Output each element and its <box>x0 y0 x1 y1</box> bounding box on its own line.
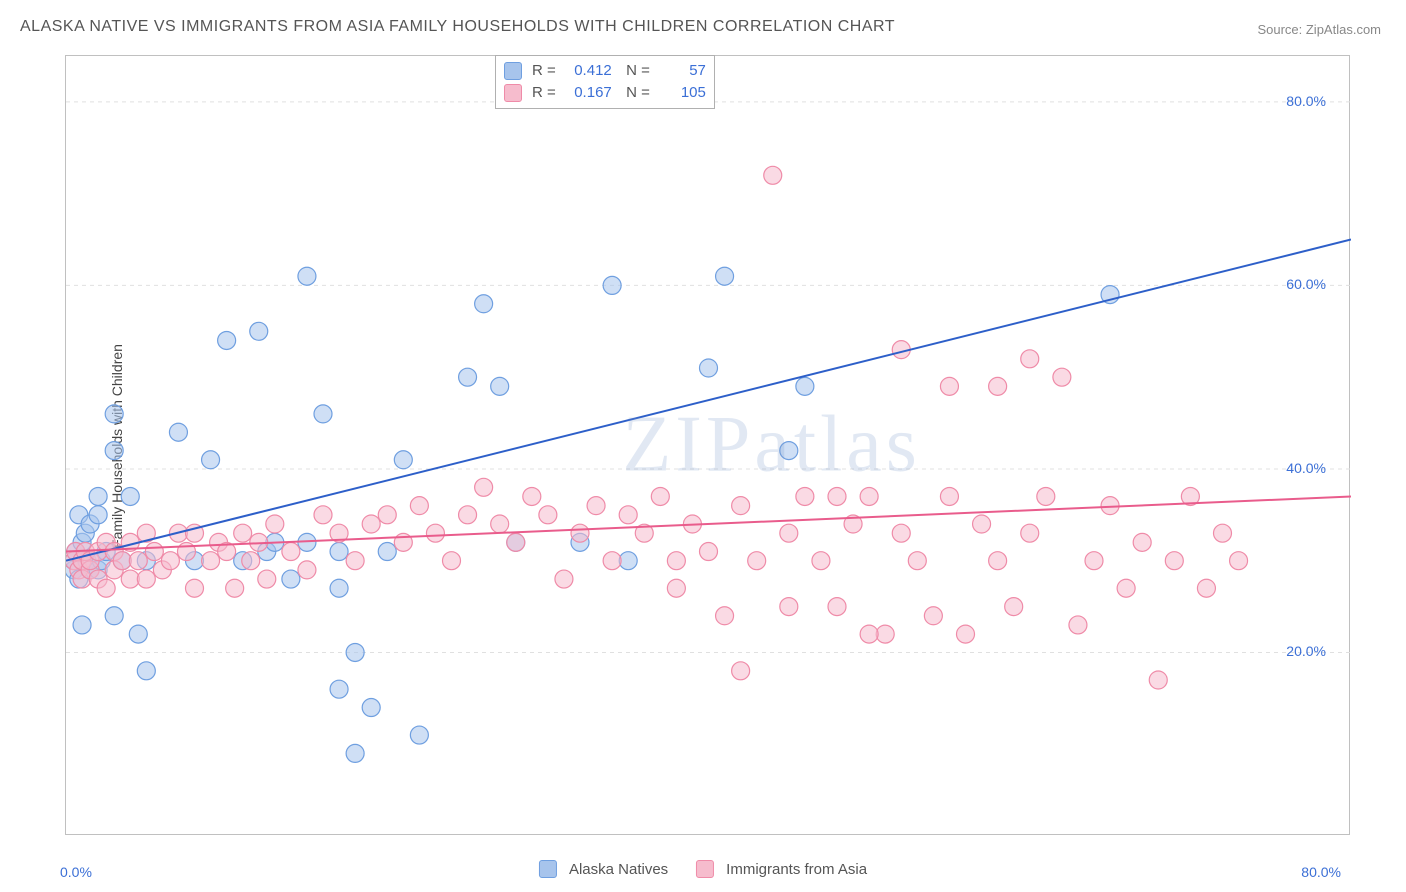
n-value: 105 <box>656 82 706 104</box>
n-value: 57 <box>656 60 706 82</box>
x-tick: 0.0% <box>60 864 92 880</box>
legend-stats-row-1: R = 0.167 N = 105 <box>504 82 706 104</box>
swatch-icon <box>504 62 522 80</box>
chart-container: ALASKA NATIVE VS IMMIGRANTS FROM ASIA FA… <box>10 10 1396 882</box>
n-label: N = <box>618 82 650 104</box>
chart-title: ALASKA NATIVE VS IMMIGRANTS FROM ASIA FA… <box>20 18 895 36</box>
chart-source: Source: ZipAtlas.com <box>1257 22 1381 37</box>
y-tick: 80.0% <box>1286 93 1326 109</box>
swatch-icon <box>539 860 557 878</box>
legend-item-1: Immigrants from Asia <box>696 860 867 878</box>
legend-stats: R = 0.412 N = 57 R = 0.167 N = 105 <box>495 55 715 109</box>
y-tick: 20.0% <box>1286 643 1326 659</box>
r-value: 0.412 <box>562 60 612 82</box>
legend-label: Alaska Natives <box>569 861 668 878</box>
r-label: R = <box>532 60 556 82</box>
y-tick: 40.0% <box>1286 460 1326 476</box>
r-value: 0.167 <box>562 82 612 104</box>
legend-label: Immigrants from Asia <box>726 861 867 878</box>
r-label: R = <box>532 82 556 104</box>
swatch-icon <box>696 860 714 878</box>
legend-item-0: Alaska Natives <box>539 860 668 878</box>
scatter-svg <box>66 56 1351 836</box>
x-tick: 80.0% <box>1301 864 1341 880</box>
legend-stats-row-0: R = 0.412 N = 57 <box>504 60 706 82</box>
swatch-icon <box>504 84 522 102</box>
n-label: N = <box>618 60 650 82</box>
y-tick: 60.0% <box>1286 276 1326 292</box>
plot-area: ZIPatlas <box>65 55 1350 835</box>
legend-bottom: Alaska Natives Immigrants from Asia <box>539 860 867 878</box>
